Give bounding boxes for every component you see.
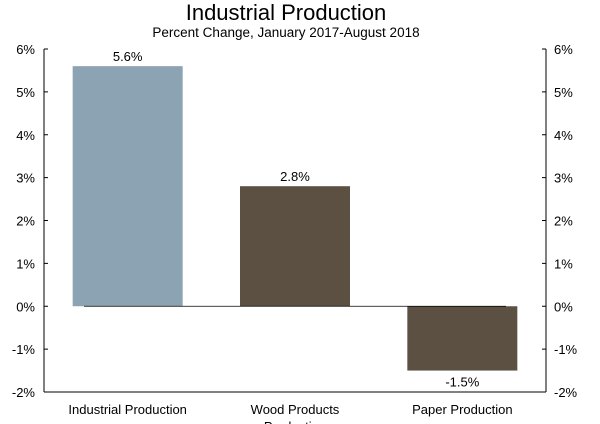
y-tick-label-left: -1%	[12, 342, 36, 357]
category-label-0: Industrial Production	[68, 402, 187, 417]
y-tick-label-left: 3%	[16, 171, 35, 186]
y-tick-label-left: 0%	[16, 299, 35, 314]
category-label-1: Production	[264, 419, 326, 424]
y-tick-label-right: 6%	[554, 42, 573, 57]
chart-subtitle: Percent Change, January 2017-August 2018	[152, 25, 420, 40]
bar-1	[240, 186, 350, 307]
y-tick-label-left: 5%	[16, 85, 35, 100]
category-label-1: Wood Products	[251, 402, 340, 417]
category-label-2: Paper Production	[412, 402, 512, 417]
y-tick-label-right: 3%	[554, 171, 573, 186]
y-tick-label-left: 2%	[16, 214, 35, 229]
y-tick-label-right: 5%	[554, 85, 573, 100]
y-tick-label-left: 6%	[16, 42, 35, 57]
y-tick-label-left: 1%	[16, 256, 35, 271]
y-tick-label-right: 1%	[554, 256, 573, 271]
y-tick-label-left: 4%	[16, 128, 35, 143]
y-tick-label-right: -2%	[554, 385, 578, 400]
data-label-1: 2.8%	[280, 169, 310, 184]
y-tick-label-left: -2%	[12, 385, 36, 400]
data-label-0: 5.6%	[113, 49, 143, 64]
bar-0	[72, 66, 183, 307]
chart-title: Industrial Production	[185, 0, 387, 25]
data-label-2: -1.5%	[445, 375, 479, 390]
bar-2	[407, 306, 518, 371]
y-tick-label-right: -1%	[554, 342, 578, 357]
y-tick-label-right: 2%	[554, 214, 573, 229]
y-tick-label-right: 4%	[554, 128, 573, 143]
y-tick-label-right: 0%	[554, 299, 573, 314]
